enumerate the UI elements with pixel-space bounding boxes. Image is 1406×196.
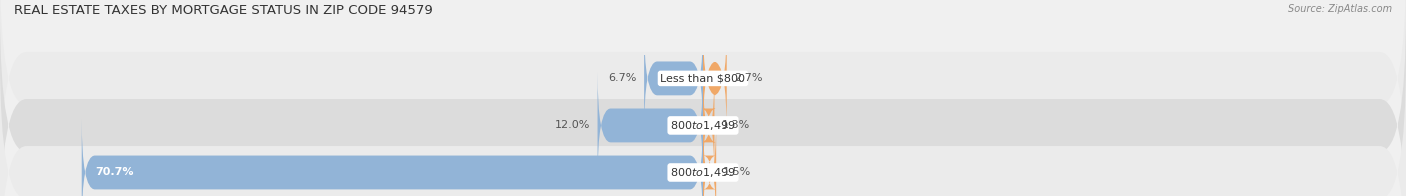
Text: $800 to $1,499: $800 to $1,499 — [671, 119, 735, 132]
FancyBboxPatch shape — [82, 119, 703, 196]
Text: Source: ZipAtlas.com: Source: ZipAtlas.com — [1288, 4, 1392, 14]
FancyBboxPatch shape — [0, 58, 1406, 196]
Text: 70.7%: 70.7% — [94, 167, 134, 178]
FancyBboxPatch shape — [644, 25, 703, 132]
FancyBboxPatch shape — [703, 119, 716, 196]
Text: 2.7%: 2.7% — [734, 73, 762, 83]
Text: $800 to $1,499: $800 to $1,499 — [671, 166, 735, 179]
Text: REAL ESTATE TAXES BY MORTGAGE STATUS IN ZIP CODE 94579: REAL ESTATE TAXES BY MORTGAGE STATUS IN … — [14, 4, 433, 17]
Text: 1.3%: 1.3% — [721, 120, 749, 131]
FancyBboxPatch shape — [598, 72, 703, 179]
Text: 1.5%: 1.5% — [723, 167, 751, 178]
FancyBboxPatch shape — [702, 72, 716, 179]
Text: 6.7%: 6.7% — [609, 73, 637, 83]
Text: 12.0%: 12.0% — [555, 120, 591, 131]
FancyBboxPatch shape — [703, 25, 727, 132]
Text: Less than $800: Less than $800 — [661, 73, 745, 83]
FancyBboxPatch shape — [0, 11, 1406, 196]
